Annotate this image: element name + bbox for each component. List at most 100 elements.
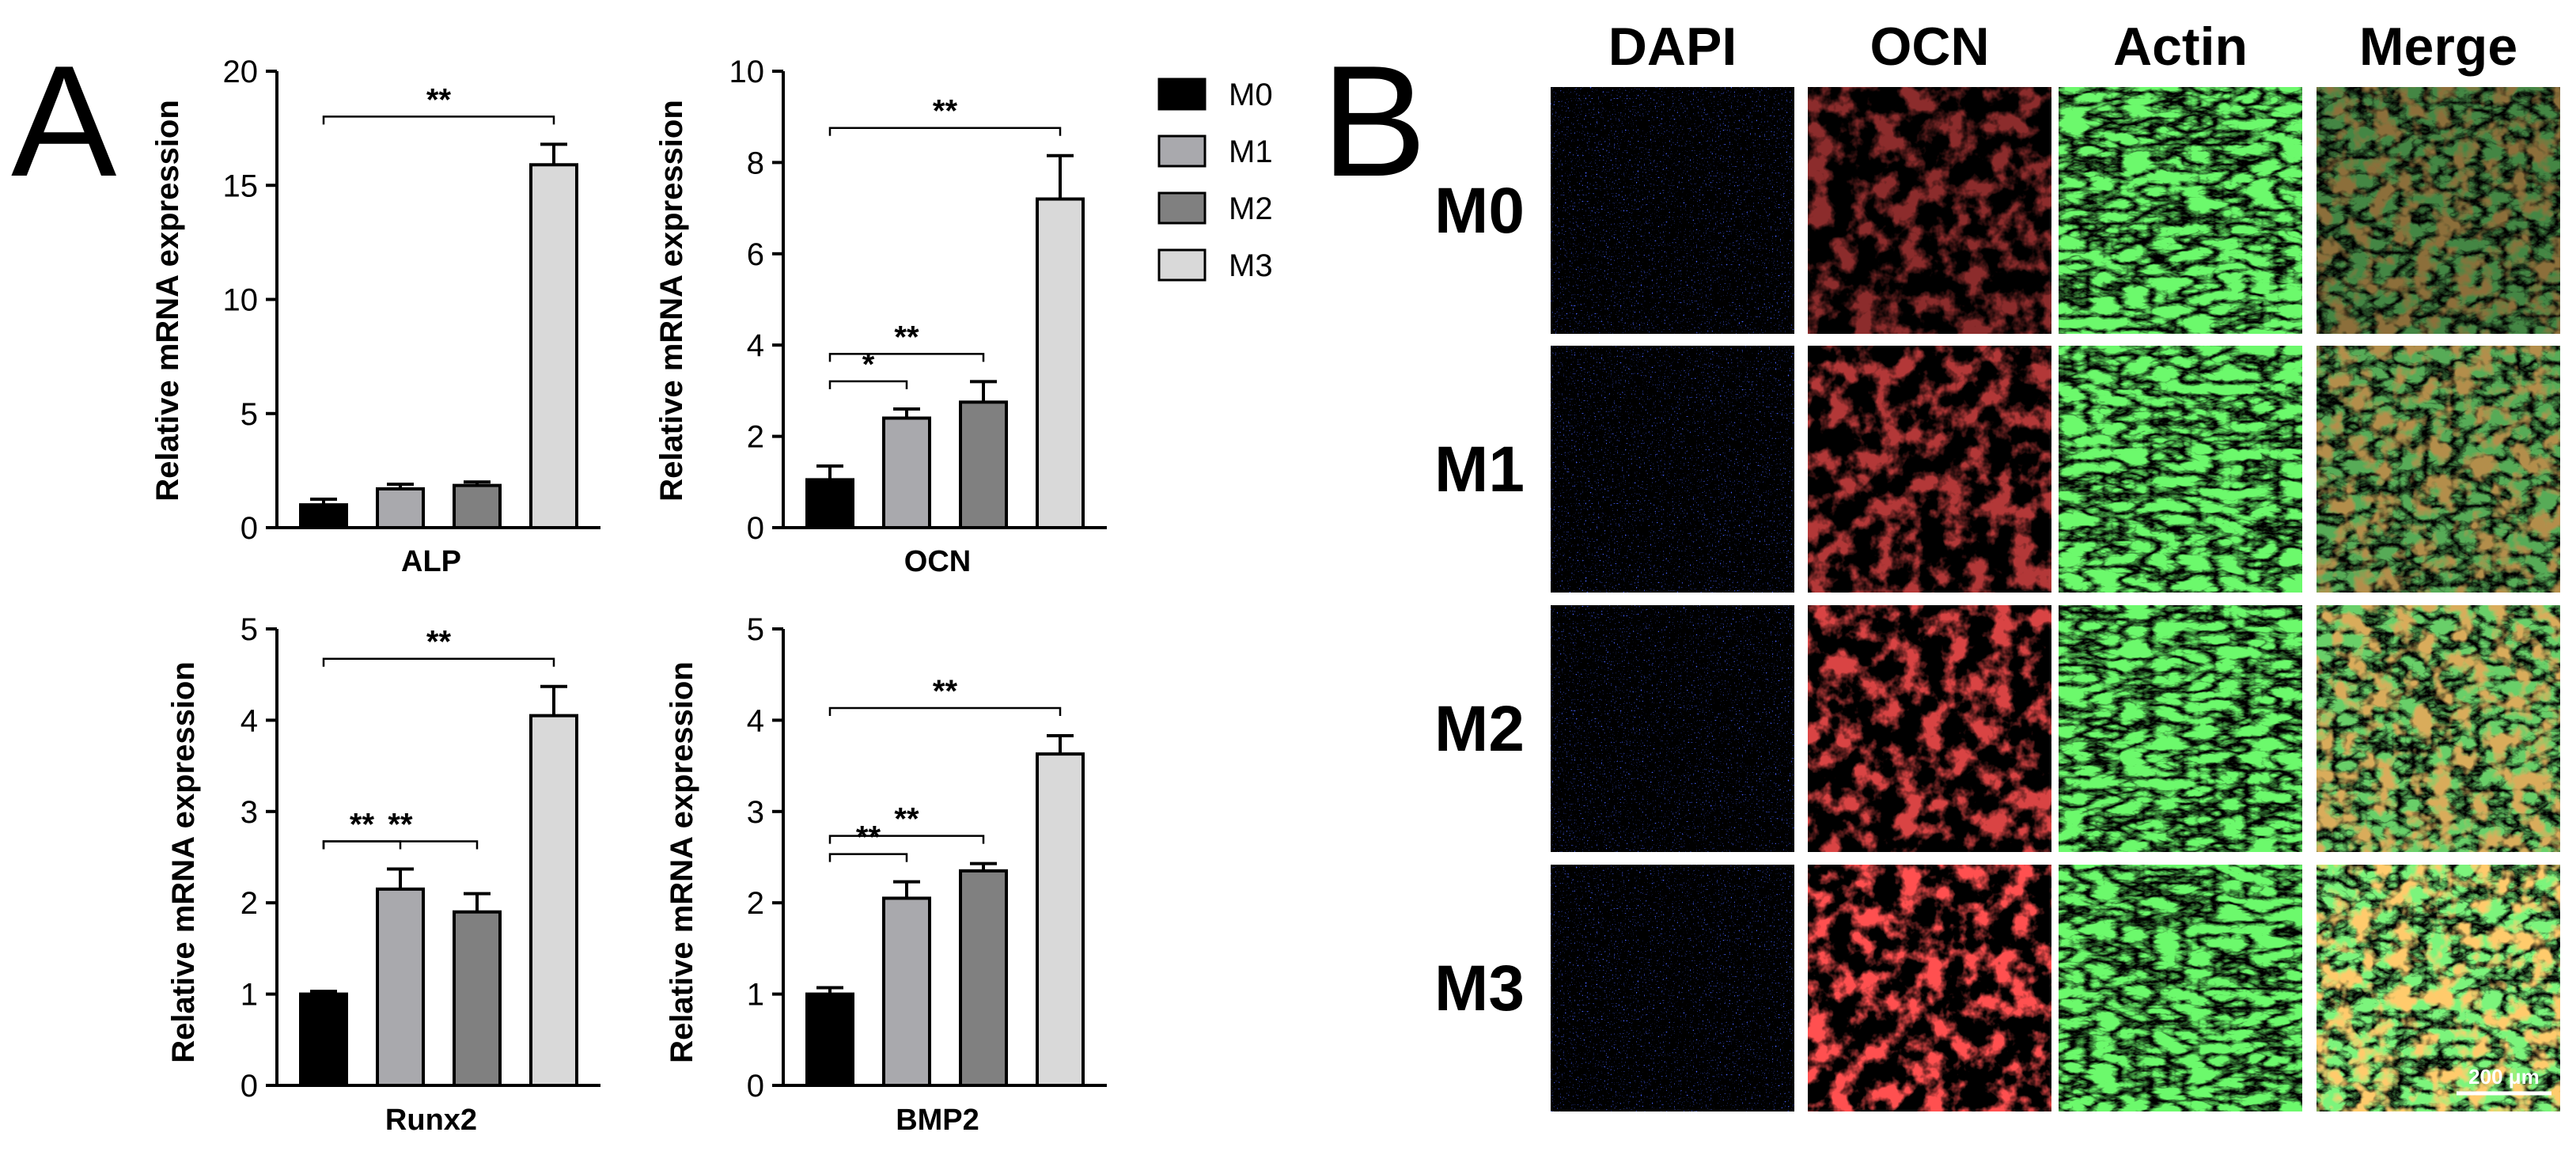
legend-swatch-m2 — [1157, 191, 1207, 225]
y-tick-label: 0 — [747, 1069, 764, 1104]
stain-texture — [2059, 605, 2302, 852]
chart-runx2: 0 1 2 3 4 5 Relative mRNA expression Runx2 ** ** *… — [166, 612, 600, 1137]
y-tick-label: 1 — [747, 978, 764, 1013]
bar-m2 — [453, 910, 502, 1087]
bar-m3 — [529, 163, 578, 529]
chart-bmp2: 0 1 2 3 4 5 Relative mRNA expression BMP2 ** ** ** — [665, 612, 1107, 1137]
legend-swatch-m3 — [1157, 248, 1207, 282]
significance-bracket — [322, 116, 555, 125]
stain-texture — [2317, 87, 2560, 334]
x-axis-label: OCN — [904, 545, 971, 578]
scale-bar-label: 200 μm — [2468, 1065, 2540, 1089]
stain-texture — [2059, 865, 2302, 1111]
y-tick-label: 3 — [241, 795, 258, 830]
legend-swatch-m0 — [1157, 78, 1207, 111]
y-tick-label: 6 — [747, 237, 764, 272]
stain-texture — [2317, 865, 2560, 1111]
stain-texture — [1808, 346, 2051, 593]
stain-texture — [2059, 346, 2302, 593]
y-tick-label: 8 — [747, 146, 764, 180]
legend-swatch-m1 — [1157, 134, 1207, 168]
panel-label-b: B — [1321, 33, 1426, 210]
y-tick-label: 4 — [747, 703, 764, 738]
significance-bracket — [322, 657, 555, 667]
y-axis-label: Relative mRNA expression — [150, 100, 185, 502]
significance-label: ** — [894, 320, 919, 354]
column-header-ocn: OCN — [1869, 17, 1989, 77]
significance-bracket — [828, 353, 985, 362]
bar-m2 — [959, 400, 1008, 530]
stain-texture — [1808, 865, 2051, 1111]
microscopy-grid: DAPI OCN Actin Merge M0 M1 M2 M3 200 μm — [1434, 17, 2560, 1111]
bar-m3 — [1036, 752, 1085, 1088]
significance-label: ** — [933, 94, 958, 129]
significance-bracket — [828, 127, 1062, 136]
bar-m1 — [882, 896, 931, 1088]
legend-label: M1 — [1229, 134, 1273, 169]
stain-texture — [1808, 605, 2051, 852]
y-tick-label: 2 — [241, 886, 258, 921]
column-header-actin: Actin — [2113, 17, 2248, 77]
stain-texture — [1551, 605, 1794, 852]
y-tick-label: 10 — [223, 283, 259, 318]
bar-m2 — [959, 869, 1008, 1088]
y-tick-label: 0 — [241, 511, 258, 546]
stain-texture — [2059, 87, 2302, 334]
x-axis-label: ALP — [401, 545, 461, 578]
y-tick-label: 4 — [241, 703, 258, 738]
y-tick-label: 1 — [241, 978, 258, 1013]
significance-bracket — [828, 380, 908, 389]
legend-label: M0 — [1229, 78, 1273, 112]
significance-label: ** — [933, 674, 958, 709]
chart-alp: 0 5 10 15 20 Relative mRNA expression ALP ** — [150, 55, 600, 578]
stain-texture — [1551, 346, 1794, 593]
bar-m1 — [882, 416, 931, 530]
y-tick-label: 4 — [747, 328, 764, 363]
significance-label: * — [862, 347, 875, 382]
y-tick-label: 10 — [729, 55, 765, 89]
y-tick-label: 2 — [747, 420, 764, 455]
significance-label: ** — [856, 820, 881, 855]
x-axis-label: Runx2 — [385, 1104, 477, 1137]
significance-bracket — [322, 840, 479, 850]
y-axis-label: Relative mRNA expression — [166, 661, 201, 1063]
y-tick-label: 3 — [747, 795, 764, 830]
significance-label: ** — [426, 625, 452, 660]
y-tick-label: 5 — [241, 612, 258, 647]
y-tick-label: 20 — [223, 55, 259, 89]
bar-m1 — [376, 887, 425, 1088]
y-tick-label: 0 — [241, 1069, 258, 1104]
column-header-dapi: DAPI — [1608, 17, 1737, 77]
bar-m0 — [299, 992, 348, 1087]
significance-bracket — [828, 706, 1062, 717]
column-header-merge: Merge — [2359, 17, 2517, 77]
bar-m3 — [1036, 197, 1085, 529]
y-tick-label: 15 — [223, 169, 259, 203]
stain-texture — [1808, 87, 2051, 334]
row-header-m2: M2 — [1434, 693, 1525, 765]
row-header-m3: M3 — [1434, 952, 1525, 1024]
significance-bracket — [322, 840, 402, 850]
panel-label-a: A — [11, 33, 117, 210]
bar-m0 — [299, 503, 348, 530]
significance-label: ** — [894, 802, 919, 837]
legend-label: M3 — [1229, 248, 1273, 283]
stain-texture — [1551, 865, 1794, 1111]
bar-m1 — [376, 487, 425, 530]
y-axis-label: Relative mRNA expression — [654, 100, 689, 502]
y-tick-label: 5 — [241, 397, 258, 432]
significance-bracket — [828, 853, 908, 862]
y-tick-label: 2 — [747, 886, 764, 921]
row-header-m1: M1 — [1434, 434, 1525, 506]
significance-label: ** — [350, 808, 375, 843]
stain-texture — [1551, 87, 1794, 334]
row-header-m0: M0 — [1434, 175, 1525, 247]
y-tick-label: 0 — [747, 511, 764, 546]
significance-label: ** — [426, 82, 452, 117]
significance-bracket — [828, 835, 985, 844]
x-axis-label: BMP2 — [896, 1104, 979, 1137]
significance-label: ** — [388, 808, 413, 843]
stain-texture — [2317, 605, 2560, 852]
